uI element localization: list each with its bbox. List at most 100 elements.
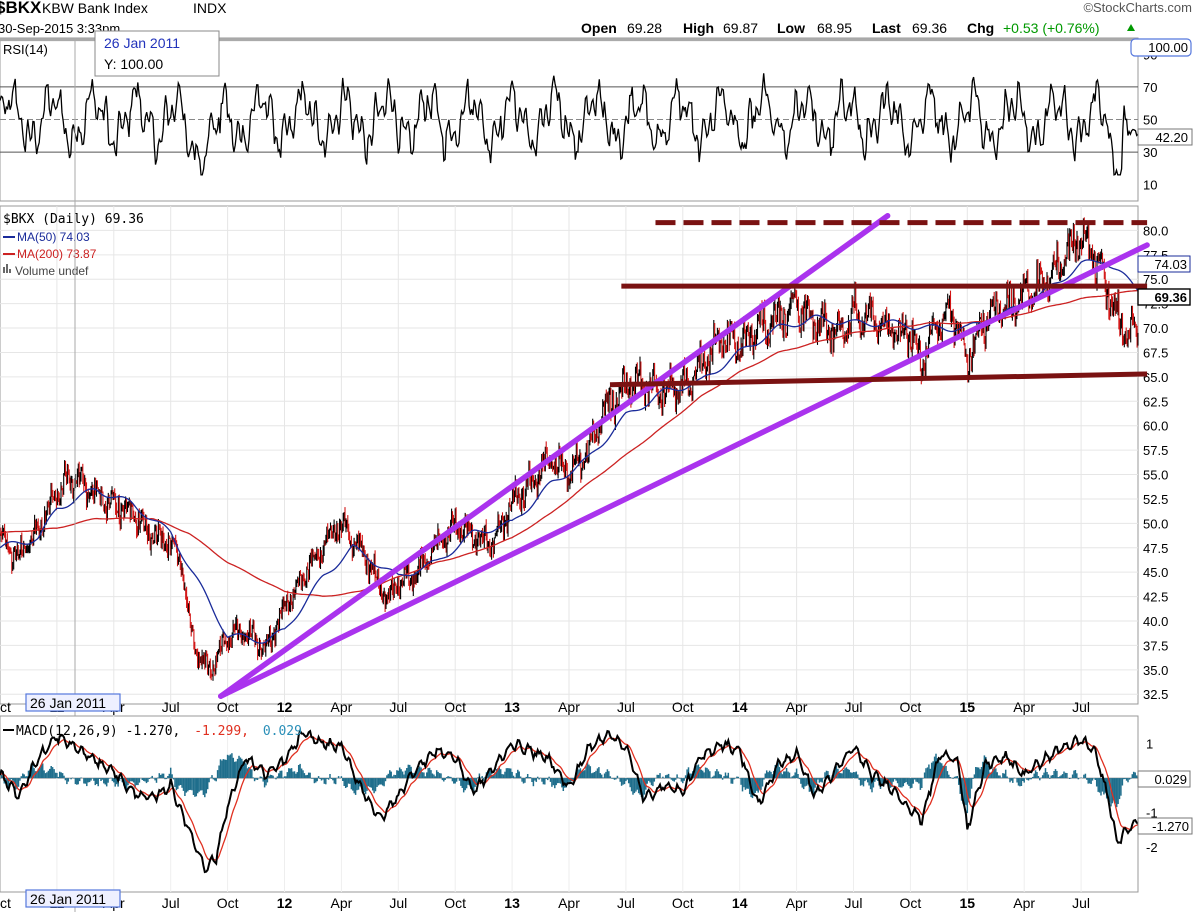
date-tick-label: Apr <box>1013 895 1035 911</box>
date-tick-label: 13 <box>504 895 520 911</box>
exchange-label: INDX <box>193 0 227 16</box>
date-tick-label: Oct <box>444 699 466 715</box>
date-tick-label: Jul <box>389 699 407 715</box>
rsi-last-value: 42.20 <box>1155 130 1188 145</box>
volume-icon <box>3 264 11 273</box>
rsi-line <box>0 73 1139 176</box>
rsi-last-box <box>1137 128 1193 146</box>
price-tick-label: 50.0 <box>1143 516 1168 531</box>
low-value: 68.95 <box>817 20 852 36</box>
date-tick-label: Jul <box>845 895 863 911</box>
macd-last-value: -1.270 <box>1152 819 1189 834</box>
last-price-value: 69.36 <box>1154 290 1187 305</box>
volume-legend: Volume undef <box>15 264 89 278</box>
ma50-line <box>0 259 1139 644</box>
crosshair-tooltip: 26 Jan 2011 Y: 100.00 <box>94 30 220 77</box>
date-tick-label: Oct <box>900 699 922 715</box>
date-tick-label: 13 <box>504 699 520 715</box>
date-tick-label: Jul <box>1072 699 1090 715</box>
crosshair-date-macd-text: 26 Jan 2011 <box>30 891 106 907</box>
ma50-legend: MA(50) 74.03 <box>17 230 90 244</box>
macd-tick-label: -1 <box>1146 806 1158 821</box>
open-value: 69.28 <box>627 20 662 36</box>
rsi-tick-label: 50 <box>1143 113 1157 128</box>
trendline-lower <box>218 242 1150 699</box>
chg-label: Chg <box>967 20 994 36</box>
date-tick-label: Jul <box>617 895 635 911</box>
date-tick-label: Apr <box>786 895 808 911</box>
price-tick-label: 70.0 <box>1143 321 1168 336</box>
price-tick-label: 37.5 <box>1143 638 1168 653</box>
tooltip-value: Y: 100.00 <box>104 56 163 72</box>
tooltip-date: 26 Jan 2011 <box>104 35 180 51</box>
date-tick-label: 14 <box>732 699 748 715</box>
macd-legend: MACD(12,26,9) -1.270, -1.299, 0.029 <box>16 724 302 739</box>
high-value: 69.87 <box>723 20 758 36</box>
brand-label: ©StockCharts.com <box>1083 0 1192 15</box>
date-tick-label: Apr <box>786 699 808 715</box>
price-tick-label: 47.5 <box>1143 541 1168 556</box>
date-tick-label: Apr <box>331 895 353 911</box>
macd-legend-base: MACD(12,26,9) -1.270, <box>16 724 180 739</box>
macd-line <box>0 728 1139 874</box>
date-tick-label: Jul <box>845 699 863 715</box>
trendline-upper <box>218 213 891 699</box>
price-tick-label: 57.5 <box>1143 443 1168 458</box>
price-tick-label: 42.5 <box>1143 590 1168 605</box>
rsi-cursor-value: 100.00 <box>1148 40 1188 55</box>
date-tick-label: Apr <box>558 699 580 715</box>
price-tick-label: 60.0 <box>1143 419 1168 434</box>
last-value: 69.36 <box>912 20 947 36</box>
date-tick-label: Oct <box>217 699 239 715</box>
macd-tick-label: 1 <box>1146 737 1153 752</box>
up-arrow-icon <box>1127 24 1135 31</box>
date-label: 30-Sep-2015 3:33pm <box>0 21 120 36</box>
low-label: Low <box>777 20 805 36</box>
index-name: KBW Bank Index <box>42 0 148 16</box>
rsi-tick-label: 30 <box>1143 145 1157 160</box>
date-tick-label: 12 <box>277 895 293 911</box>
annotation-lines <box>218 213 1150 699</box>
price-grid <box>0 206 1138 704</box>
date-tick-label: Oct <box>217 895 239 911</box>
last-label: Last <box>872 20 901 36</box>
date-tick-label: Apr <box>331 699 353 715</box>
date-tick-label: Jul <box>162 895 180 911</box>
price-tick-label: 67.5 <box>1143 345 1168 360</box>
macd-signal-line <box>0 735 1139 862</box>
date-tick-label: Apr <box>1013 699 1035 715</box>
price-tick-label: 52.5 <box>1143 492 1168 507</box>
price-tick-label: 40.0 <box>1143 614 1168 629</box>
ma50-value-box <box>1137 255 1191 273</box>
date-tick-label: Jul <box>162 699 180 715</box>
date-tick-label: Oct <box>444 895 466 911</box>
macd-tick-label: -2 <box>1146 840 1158 855</box>
macd-legend-signal: -1.299, <box>194 724 249 739</box>
chg-value: +0.53 (+0.76%) <box>1003 20 1100 36</box>
rsi-legend: RSI(14) <box>3 42 48 57</box>
symbol-label: $BKX <box>0 0 42 17</box>
ma50-value: 74.03 <box>1154 257 1187 272</box>
date-tick-label: 15 <box>960 699 976 715</box>
date-tick-label: Oct <box>672 699 694 715</box>
date-tick-label: Apr <box>558 895 580 911</box>
date-tick-label: 14 <box>732 895 748 911</box>
ma200-line <box>0 289 1139 597</box>
date-tick-label: 15 <box>960 895 976 911</box>
macd-axis: 1 -1 -2 <box>1146 737 1158 856</box>
date-tick-label: Jul <box>389 895 407 911</box>
last-price-box <box>1137 288 1191 306</box>
price-legend: $BKX (Daily) 69.36 <box>3 212 144 227</box>
rsi-tick-label: 70 <box>1143 80 1157 95</box>
date-tick-label: Oct <box>900 895 922 911</box>
price-tick-label: 62.5 <box>1143 394 1168 409</box>
price-panel: 80.077.575.072.570.067.565.062.560.057.5… <box>0 205 1191 715</box>
date-tick-label: Oct <box>0 895 11 911</box>
date-tick-label: Oct <box>672 895 694 911</box>
price-tick-label: 65.0 <box>1143 370 1168 385</box>
rsi-tick-label: 10 <box>1143 178 1157 193</box>
rsi-cursor-box <box>1130 38 1192 57</box>
price-tick-label: 80.0 <box>1143 223 1168 238</box>
date-tick-label: Jul <box>617 699 635 715</box>
